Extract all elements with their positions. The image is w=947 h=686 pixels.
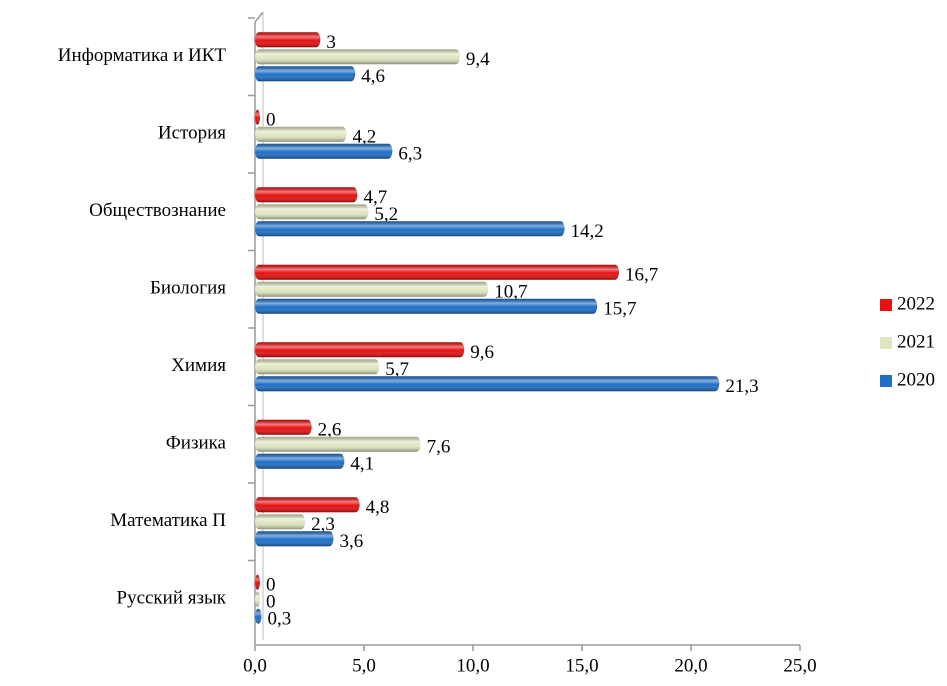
bar-shade — [255, 608, 262, 624]
bar-shade — [255, 497, 360, 513]
value-label: 0 — [266, 575, 276, 596]
x-tick-label: 5,0 — [352, 655, 376, 676]
bar-shade — [255, 574, 260, 590]
y-tick-label: История — [158, 123, 226, 144]
y-tick-label: Информатика и ИКТ — [58, 45, 227, 66]
value-label: 21,3 — [725, 376, 758, 397]
bar-shade — [255, 453, 345, 469]
x-tick-label: 20,0 — [674, 655, 707, 676]
legend-swatch — [880, 375, 892, 387]
bar-shade — [255, 126, 347, 142]
x-tick-label: 25,0 — [783, 655, 816, 676]
bar-shade — [255, 531, 334, 547]
value-label: 14,2 — [571, 221, 604, 242]
value-label: 5,7 — [385, 359, 409, 380]
value-label: 4,1 — [350, 454, 374, 475]
value-label: 5,2 — [374, 204, 398, 225]
value-label: 6,3 — [398, 144, 422, 165]
bar-shade — [255, 281, 489, 297]
bar-shade — [255, 359, 380, 375]
value-label: 16,7 — [625, 265, 658, 286]
value-label: 0 — [266, 110, 276, 131]
y-tick-label: Русский язык — [117, 588, 227, 609]
value-label: 2,6 — [318, 420, 342, 441]
value-label: 0,3 — [268, 609, 292, 630]
legend-label: 2020 — [897, 369, 935, 390]
legend-swatch — [880, 299, 892, 311]
x-tick-label: 15,0 — [565, 655, 598, 676]
x-tick-label: 10,0 — [456, 655, 489, 676]
bar-shade — [255, 187, 358, 203]
y-tick-label: Биология — [150, 278, 226, 299]
bar-shade — [255, 49, 460, 65]
bar-shade — [255, 419, 312, 435]
y-tick-label: Обществознание — [89, 200, 226, 221]
y-tick-label: Физика — [166, 433, 227, 454]
value-label: 4,7 — [363, 187, 387, 208]
bar-shade — [255, 221, 565, 237]
bar-shade — [255, 342, 465, 358]
legend-swatch — [880, 337, 892, 349]
value-label: 15,7 — [603, 299, 636, 320]
bar-shade — [255, 436, 421, 452]
bar-shade — [255, 376, 720, 392]
value-label: 3,6 — [339, 531, 363, 552]
y-tick-label: Математика П — [110, 510, 226, 531]
y-tick-label: Химия — [171, 355, 226, 376]
legend-label: 2022 — [897, 293, 935, 314]
value-label: 0 — [266, 592, 276, 613]
value-label: 4,2 — [353, 127, 377, 148]
value-label: 7,6 — [427, 437, 451, 458]
bar-shade — [255, 514, 306, 530]
legend-label: 2021 — [897, 331, 935, 352]
bar-shade — [255, 591, 260, 607]
bar-shade — [255, 204, 369, 220]
axis-wall-top — [254, 11, 264, 23]
value-label: 3 — [326, 32, 336, 53]
value-label: 9,6 — [470, 342, 494, 363]
value-label: 2,3 — [311, 514, 335, 535]
bar-shade — [255, 32, 321, 48]
value-label: 4,8 — [366, 497, 390, 518]
bar-shade — [255, 143, 393, 159]
bar-shade — [255, 298, 598, 314]
value-label: 10,7 — [494, 282, 527, 303]
bar-shade — [255, 66, 356, 82]
x-tick-label: 0,0 — [243, 655, 267, 676]
value-label: 9,4 — [466, 49, 490, 70]
value-label: 4,6 — [361, 66, 385, 87]
bar-shade — [255, 109, 260, 125]
bar-shade — [255, 264, 620, 280]
